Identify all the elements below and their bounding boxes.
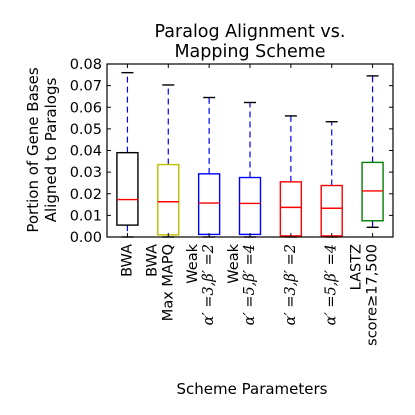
box-iqr <box>320 184 343 237</box>
x-category-label: Weakα′ =3,β′ =2 <box>185 243 217 325</box>
x-category-label: α′ =3,β′ =2 <box>283 244 299 325</box>
x-category-label: LASTZscore≥17,500 <box>349 244 381 346</box>
x-category-label: BWA <box>119 244 135 277</box>
x-category-label-line: α′ =3,β′ =2 <box>201 244 217 325</box>
x-category-label: α′ =5,β′ =4 <box>324 244 340 325</box>
y-tick-label: 0.06 <box>70 100 102 116</box>
x-category-label-line: BWA <box>119 244 135 277</box>
y-axis-label-line-1: Portion of Gene Bases <box>24 67 42 232</box>
y-tick-label: 0.08 <box>70 57 102 73</box>
y-tick-label: 0.07 <box>70 79 102 95</box>
x-category-label: BWAMax MAPQ <box>144 244 176 321</box>
y-tick-label: 0.00 <box>70 230 102 246</box>
box-iqr <box>116 151 139 226</box>
x-category-label-line: Weak <box>226 243 242 283</box>
y-axis-label-line-2: Aligned to Paralogs <box>42 78 60 223</box>
chart-title: Paralog Alignment vs. Mapping Scheme <box>155 22 346 62</box>
x-category-label: Weakα′ =5,β′ =4 <box>226 243 258 325</box>
x-category-label-line: BWA <box>144 244 160 277</box>
chart-title-line-1: Paralog Alignment vs. <box>155 22 346 42</box>
y-tick-label: 0.03 <box>70 165 102 181</box>
box-iqr <box>197 173 221 236</box>
plot-frame <box>106 63 394 238</box>
x-category-label-line: α′ =5,β′ =4 <box>242 244 258 325</box>
y-tick-label: 0.05 <box>70 122 102 138</box>
x-category-label-line: LASTZ <box>349 244 365 290</box>
x-category-label-line: α′ =3,β′ =2 <box>283 244 299 325</box>
box-iqr <box>279 181 303 237</box>
x-category-label-line: Weak <box>185 243 201 283</box>
x-category-label-line: α′ =5,β′ =4 <box>324 244 340 325</box>
y-tick-label: 0.01 <box>70 208 102 224</box>
box-iqr <box>157 163 180 236</box>
x-category-label-line: score≥17,500 <box>365 244 381 346</box>
y-tick-label: 0.02 <box>70 187 102 203</box>
chart-title-line-2: Mapping Scheme <box>174 42 325 62</box>
y-tick-label: 0.04 <box>70 144 102 160</box>
box-iqr <box>238 176 262 236</box>
x-category-label-line: Max MAPQ <box>160 244 176 321</box>
y-axis-label: Portion of Gene Bases Aligned to Paralog… <box>24 67 60 232</box>
x-axis-label: Scheme Parameters <box>177 380 328 398</box>
